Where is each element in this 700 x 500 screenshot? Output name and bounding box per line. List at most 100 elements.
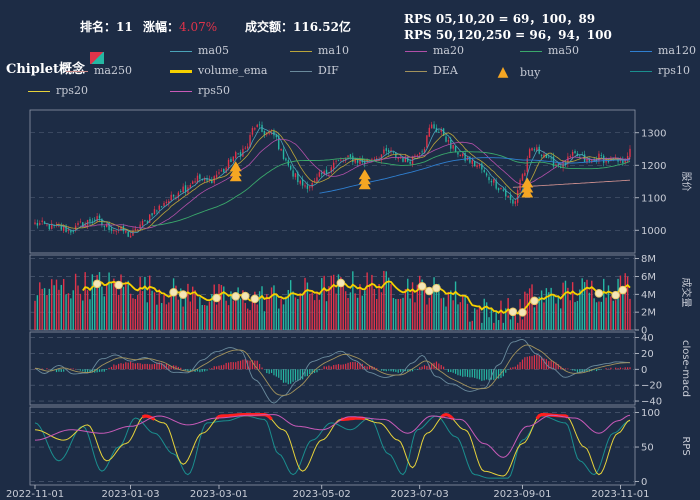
- candle-body: [165, 201, 168, 204]
- ytick-label-rps: 100: [641, 408, 660, 419]
- ytick-label-rps: 0: [641, 477, 647, 488]
- volume-bar: [120, 274, 122, 330]
- candle-body: [332, 162, 335, 169]
- candle-body: [385, 148, 387, 151]
- volume-bar: [560, 308, 562, 330]
- candle-body: [490, 180, 493, 183]
- volume-bar: [528, 288, 531, 330]
- volume-bar: [43, 288, 46, 330]
- candle-body: [203, 178, 206, 181]
- candle-body: [282, 149, 285, 159]
- volume-bar: [414, 302, 416, 330]
- volume-bar: [340, 277, 342, 330]
- volume-bar: [151, 290, 153, 330]
- volume-bar: [242, 290, 244, 330]
- legend-item-rps20: rps20: [28, 84, 88, 97]
- legend-swatch: [520, 50, 542, 52]
- candle-body: [626, 156, 629, 162]
- volume-bar: [371, 274, 373, 330]
- volume-bar: [65, 294, 67, 330]
- candle-body: [158, 205, 160, 210]
- volume-bar: [172, 278, 175, 330]
- candle-body: [500, 188, 502, 190]
- candle-body: [588, 159, 591, 162]
- volume-bar: [36, 295, 39, 330]
- volume-bar: [278, 308, 280, 330]
- volume-bar: [591, 280, 593, 330]
- candle-body: [340, 159, 342, 161]
- volume-bar: [337, 274, 340, 330]
- volume-bar: [239, 298, 242, 330]
- legend-label: ma10: [318, 44, 349, 57]
- volume-bar: [385, 271, 387, 330]
- volume-signal-dot: [508, 307, 518, 317]
- volume-bar: [397, 299, 399, 330]
- candle-body: [442, 128, 445, 136]
- volume-bar: [502, 322, 505, 330]
- volume-signal-dot: [250, 294, 260, 304]
- volume-signal-dot: [424, 286, 434, 296]
- legend-item-volume-ema: volume_ema: [170, 64, 267, 77]
- volume-bar: [543, 302, 545, 330]
- candle-body: [127, 231, 129, 237]
- series-ma50: [152, 151, 631, 227]
- volume-bar: [254, 291, 256, 330]
- volume-bar: [225, 300, 227, 330]
- volume-bar: [96, 274, 98, 330]
- candle-body: [294, 173, 297, 178]
- volume-bar: [325, 301, 328, 330]
- candle-body: [230, 158, 232, 163]
- candle-body: [172, 194, 175, 197]
- candle-body: [206, 178, 208, 181]
- volume-bar: [280, 298, 282, 330]
- candle-body: [89, 219, 91, 222]
- rank-label: 排名：11: [80, 20, 133, 34]
- volume-bar: [376, 298, 378, 330]
- candle-body: [34, 222, 36, 225]
- candle-body: [373, 159, 376, 161]
- candle-body: [273, 131, 275, 136]
- candle-body: [36, 223, 39, 226]
- volume-bar: [258, 291, 261, 330]
- candle-body: [481, 163, 483, 170]
- candle-body: [316, 177, 318, 182]
- volume-bar: [497, 320, 500, 330]
- candle-body: [51, 223, 53, 229]
- panel-frame-rps: [29, 406, 636, 486]
- candle-body: [383, 149, 385, 154]
- series-dea: [34, 344, 630, 396]
- series-ma120: [319, 157, 631, 194]
- legend-label: DEA: [433, 64, 458, 77]
- candle-body: [144, 219, 146, 221]
- candle-body: [110, 228, 113, 231]
- candle-body: [103, 226, 105, 227]
- candle-body: [263, 130, 266, 136]
- ytick-label-rps: 50: [641, 443, 654, 454]
- candle-body: [120, 226, 122, 231]
- volume-bar: [536, 299, 538, 330]
- candle-body: [416, 155, 419, 157]
- volume-bar: [462, 295, 464, 330]
- candle-body: [555, 164, 557, 166]
- ytick-label-macd: −20: [641, 381, 662, 392]
- candle-body: [323, 171, 325, 174]
- candle-body: [301, 179, 304, 186]
- volume-bar: [500, 300, 502, 330]
- legend-label: volume_ema: [198, 64, 268, 77]
- legend-item-dif: DIF: [290, 64, 339, 77]
- candle-body: [538, 146, 540, 154]
- xtick-label: 2023-03-01: [190, 489, 248, 500]
- xtick-label: 2023-07-03: [391, 489, 449, 500]
- candle-body: [552, 156, 555, 167]
- volume-bar: [153, 292, 156, 330]
- volume-bar: [165, 304, 168, 330]
- legend-swatch: [170, 50, 192, 52]
- volume-bar: [208, 301, 211, 330]
- candle-body: [512, 199, 514, 204]
- candle-body: [409, 161, 411, 164]
- volume-bar: [316, 291, 318, 330]
- volume-bar: [521, 319, 524, 330]
- volume-bar: [383, 270, 385, 330]
- volume-bar: [48, 288, 51, 330]
